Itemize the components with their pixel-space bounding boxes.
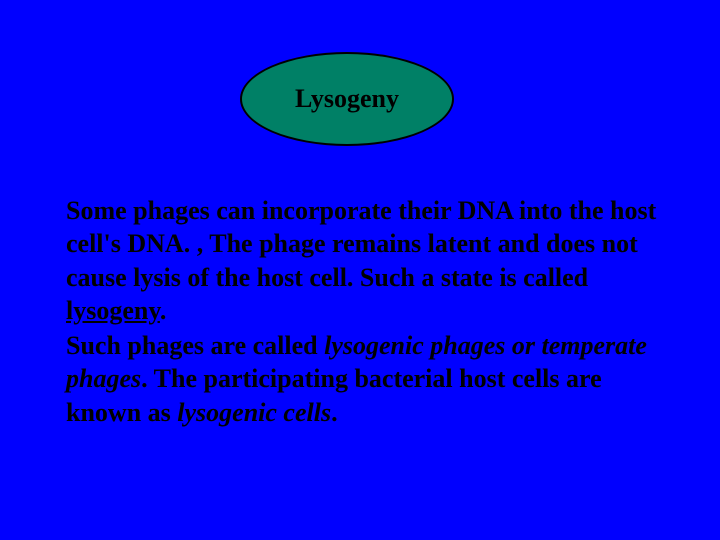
paragraph-1: Some phages can incorporate their DNA in… bbox=[66, 194, 666, 327]
title-ellipse: Lysogeny bbox=[240, 52, 454, 146]
p1-text-b: . bbox=[160, 296, 167, 325]
p2-italic-2: lysogenic cells bbox=[177, 398, 331, 427]
p1-underline: lysogeny bbox=[66, 296, 160, 325]
body-text: Some phages can incorporate their DNA in… bbox=[66, 194, 666, 429]
p1-text-a: Some phages can incorporate their DNA in… bbox=[66, 196, 656, 292]
title-text: Lysogeny bbox=[295, 84, 399, 114]
p2-text-a: Such phages are called bbox=[66, 331, 324, 360]
p2-text-c: . bbox=[331, 398, 338, 427]
paragraph-2: Such phages are called lysogenic phages … bbox=[66, 329, 666, 429]
